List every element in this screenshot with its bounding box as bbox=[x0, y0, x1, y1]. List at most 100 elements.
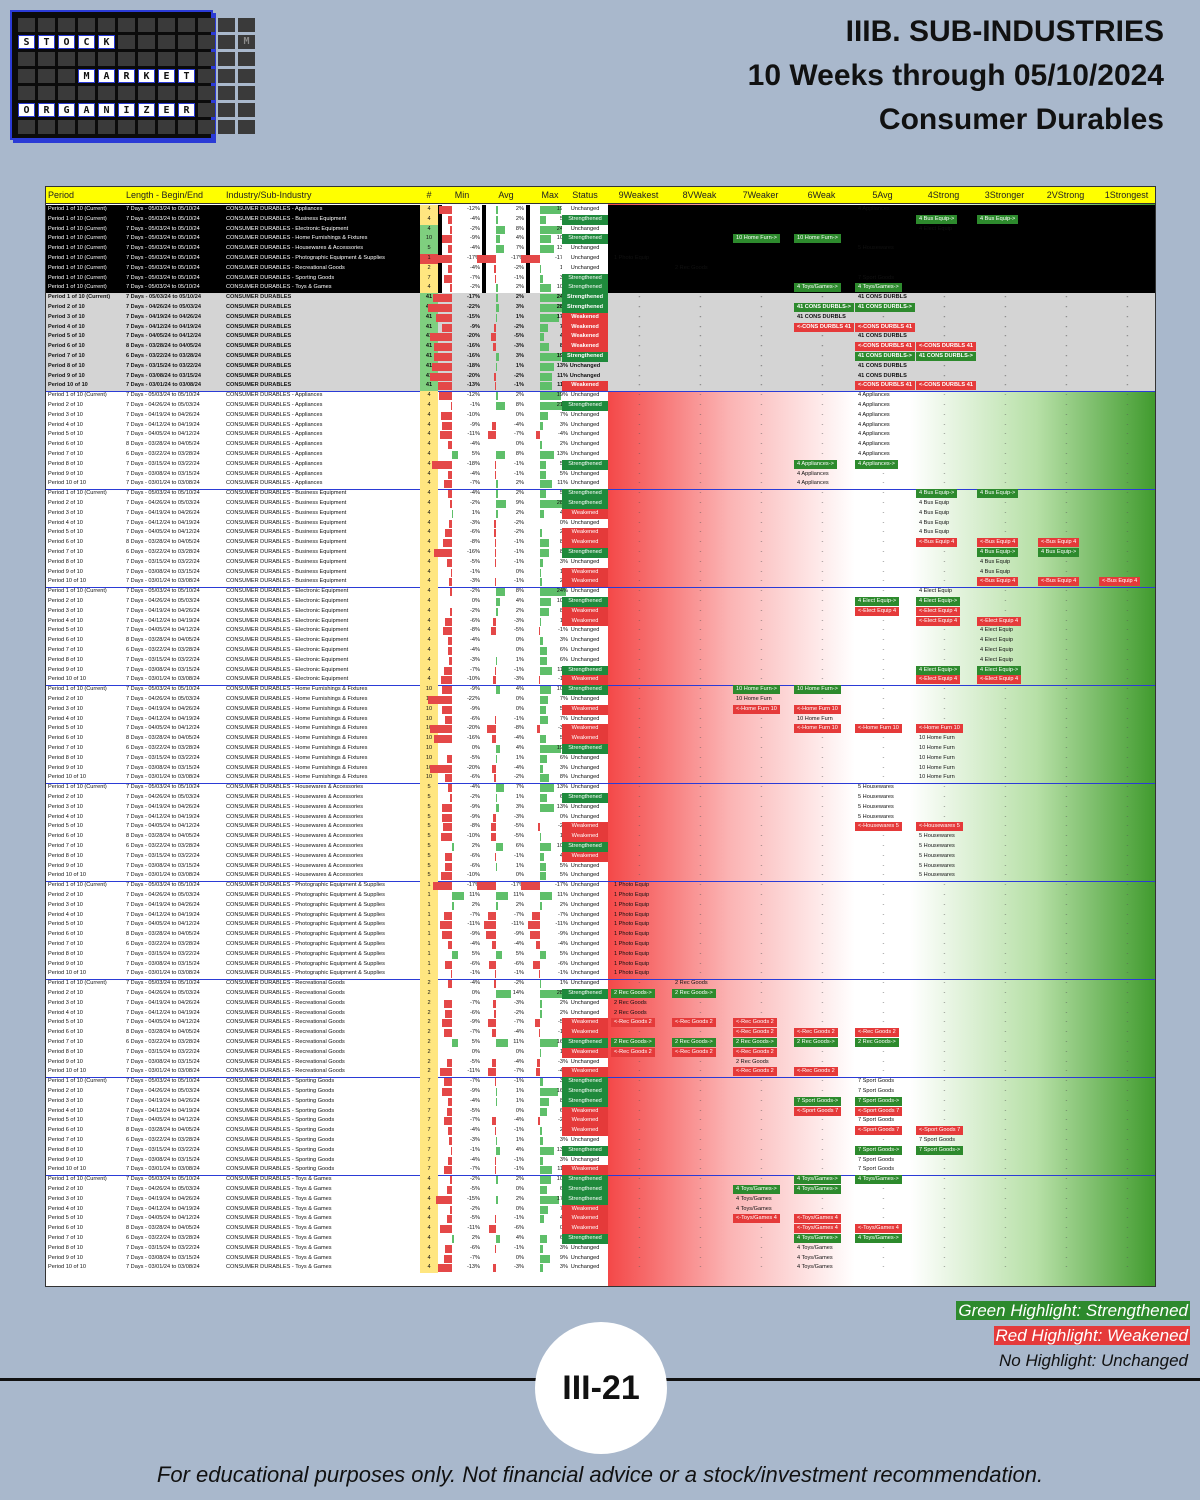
empty-rank-marker: - bbox=[882, 1205, 885, 1212]
rank-tag: 5 Housewares bbox=[919, 843, 955, 849]
empty-rank-marker: - bbox=[943, 1107, 946, 1114]
empty-rank-marker: - bbox=[760, 1225, 763, 1232]
industry-name: CONSUMER DURABLES - Toys & Games bbox=[226, 1264, 332, 1271]
table-row: Period 4 of 10 7 Days - 04/12/24 to 04/19… bbox=[46, 518, 1155, 529]
empty-rank-marker: - bbox=[1004, 813, 1007, 820]
industry-name: CONSUMER DURABLES - Sporting Goods bbox=[226, 1097, 335, 1104]
empty-rank-marker: - bbox=[943, 1176, 946, 1183]
empty-rank-marker: - bbox=[699, 882, 702, 889]
rank-tag: <-CONS DURBLS 41 bbox=[916, 381, 976, 391]
status: Unchanged bbox=[570, 764, 600, 771]
value-bar bbox=[540, 1137, 544, 1145]
status: Unchanged bbox=[570, 715, 600, 722]
avg-value: 0% bbox=[515, 637, 524, 644]
length-range: 7 Days - 05/03/24 to 05/10/24 bbox=[126, 882, 200, 889]
rank-tag: 7 Sport Goods bbox=[858, 1166, 895, 1173]
empty-rank-marker: - bbox=[1065, 392, 1068, 399]
total-row: Period 7 of 10 6 Days - 03/22/24 to 03/28… bbox=[46, 352, 1155, 362]
rank-tag: 4 Appliances bbox=[858, 451, 890, 457]
table-row: Period 5 of 10 7 Days - 04/05/24 to 04/12… bbox=[46, 430, 1155, 441]
avg-value: 3% bbox=[515, 304, 524, 310]
empty-rank-marker: - bbox=[943, 1058, 946, 1065]
value-bar bbox=[483, 921, 496, 930]
value-bar bbox=[493, 372, 496, 381]
value-bar bbox=[540, 852, 545, 861]
avg-value: 0% bbox=[515, 696, 524, 702]
length-range: 8 Days - 03/28/24 to 04/05/24 bbox=[126, 637, 200, 644]
avg-value: -4% bbox=[514, 1117, 524, 1124]
length-range: 7 Days - 04/12/24 to 04/19/24 bbox=[126, 813, 200, 820]
period-label: Period 9 of 10 bbox=[48, 470, 83, 477]
table-row: Period 5 of 10 7 Days - 04/05/24 to 04/12… bbox=[46, 920, 1155, 931]
value-bar bbox=[430, 333, 452, 342]
empty-rank-marker: - bbox=[638, 490, 641, 497]
value-bar bbox=[442, 1019, 452, 1028]
value-bar bbox=[496, 402, 505, 410]
status: Strengthened bbox=[562, 293, 608, 303]
logo-cell bbox=[138, 120, 155, 134]
min-value: -13% bbox=[466, 1264, 480, 1271]
status: Unchanged bbox=[570, 784, 600, 791]
empty-rank-marker: - bbox=[1126, 970, 1129, 977]
empty-rank-marker: - bbox=[638, 568, 641, 575]
empty-rank-marker: - bbox=[1126, 1146, 1129, 1153]
value-bar bbox=[494, 1215, 496, 1224]
empty-rank-marker: - bbox=[1126, 568, 1129, 575]
empty-rank-marker: - bbox=[638, 1107, 641, 1114]
rank-tag: 1 Photo Equip bbox=[614, 921, 650, 928]
empty-rank-marker: - bbox=[821, 882, 824, 889]
logo-cell bbox=[198, 86, 215, 100]
industry-name: CONSUMER DURABLES - Business Equipment bbox=[226, 490, 347, 497]
status: Unchanged bbox=[570, 892, 600, 898]
industry-name: CONSUMER DURABLES - Housewares & Accesso… bbox=[226, 803, 364, 810]
empty-rank-marker: - bbox=[1126, 999, 1129, 1006]
period-label: Period 8 of 10 bbox=[48, 754, 83, 761]
empty-rank-marker: - bbox=[821, 911, 824, 918]
empty-rank-marker: - bbox=[1065, 1068, 1068, 1075]
empty-rank-marker: - bbox=[1004, 970, 1007, 977]
table-row: Period 3 of 10 7 Days - 04/19/24 to 04/26… bbox=[46, 900, 1155, 911]
logo-cell bbox=[238, 52, 255, 66]
empty-rank-marker: - bbox=[1065, 931, 1068, 938]
table-row: Period 10 of 10 7 Days - 03/01/24 to 03/0… bbox=[46, 479, 1155, 490]
empty-rank-marker: - bbox=[882, 696, 885, 702]
min-value: -22% bbox=[466, 696, 480, 702]
rank-tag: <-Toys/Games 4 bbox=[855, 1224, 902, 1234]
value-bar bbox=[538, 970, 540, 979]
industry-name: CONSUMER DURABLES - Home Furnishings & F… bbox=[226, 686, 368, 693]
avg-value: -1% bbox=[514, 470, 524, 477]
max-value: -11% bbox=[555, 921, 568, 928]
period-label: Period 3 of 10 bbox=[48, 999, 83, 1006]
empty-rank-marker: - bbox=[943, 1117, 946, 1124]
industry-name: CONSUMER DURABLES - Toys & Games bbox=[226, 1225, 332, 1232]
column-header: # bbox=[426, 190, 432, 200]
length-range: 7 Days - 03/15/24 to 03/22/24 bbox=[126, 362, 201, 369]
empty-rank-marker: - bbox=[1004, 1186, 1007, 1192]
logo-cell bbox=[98, 86, 115, 100]
rank-tag: 10 Home Furn bbox=[919, 764, 955, 771]
logo-cell bbox=[198, 18, 215, 32]
count: 7 bbox=[420, 1106, 438, 1117]
min-value: 0% bbox=[471, 1048, 480, 1055]
empty-rank-marker: - bbox=[699, 725, 702, 732]
max-value: 6% bbox=[559, 647, 568, 653]
empty-rank-marker: - bbox=[638, 304, 641, 310]
empty-rank-marker: - bbox=[943, 960, 946, 967]
empty-rank-marker: - bbox=[638, 852, 641, 859]
value-bar bbox=[496, 294, 499, 303]
status: Unchanged bbox=[570, 970, 600, 977]
value-bar bbox=[496, 313, 498, 322]
table-row: Period 4 of 10 7 Days - 04/12/24 to 04/19… bbox=[46, 910, 1155, 921]
empty-rank-marker: - bbox=[943, 1225, 946, 1232]
avg-value: 4% bbox=[515, 1235, 524, 1241]
industry-name: CONSUMER DURABLES - Toys & Games bbox=[226, 1205, 332, 1212]
empty-rank-marker: - bbox=[943, 421, 946, 428]
period-label: Period 4 of 10 bbox=[48, 1107, 83, 1114]
count: 4 bbox=[420, 391, 438, 401]
empty-rank-marker: - bbox=[1004, 1264, 1007, 1271]
max-value: 7% bbox=[559, 696, 568, 702]
min-value: -11% bbox=[467, 1068, 480, 1075]
table-row: Period 3 of 10 7 Days - 04/19/24 to 04/26… bbox=[46, 1096, 1155, 1107]
status: Weakened bbox=[562, 538, 608, 548]
industry-name: CONSUMER DURABLES - Electronic Equipment bbox=[226, 647, 349, 653]
